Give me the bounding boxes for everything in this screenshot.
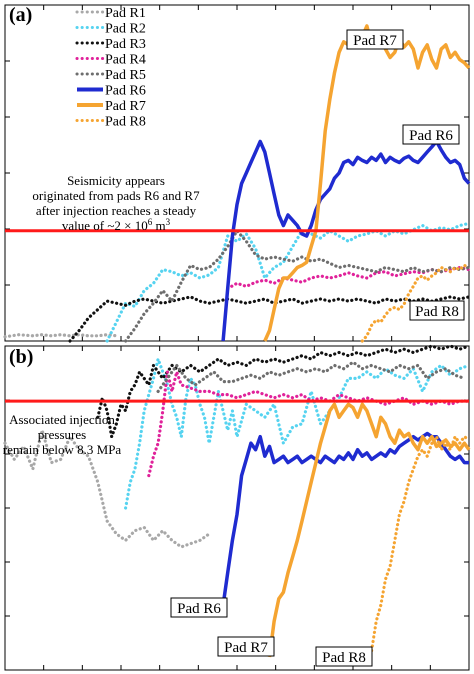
series-pad-r7 [263, 24, 471, 342]
panel-b: (b) Associated injection pressures remai… [3, 344, 471, 671]
panel-a-series [3, 24, 471, 343]
annotation-a-line-3: after injection reaches a steady [36, 203, 197, 218]
series-pad-r2 [123, 357, 471, 510]
legend-item: Pad R4 [75, 53, 146, 68]
series-pad-r1 [3, 333, 119, 339]
legend-label: Pad R4 [105, 53, 146, 68]
legend-item: Pad R1 [75, 6, 146, 21]
panel-a-ticks [5, 5, 469, 341]
callout-a-pad-r6: Pad R6 [402, 124, 460, 145]
series-pad-r8 [370, 435, 471, 653]
callout-b-pad-r6: Pad R6 [170, 597, 228, 618]
svg-text:Pad R7: Pad R7 [353, 33, 397, 49]
annotation-a-line-2: originated from pads R6 and R7 [32, 188, 200, 203]
series-pad-r5 [123, 229, 471, 343]
legend-item: Pad R2 [75, 22, 146, 37]
series-pad-r3 [96, 344, 471, 439]
series-pad-r2 [105, 221, 471, 343]
annotation-b: Associated injection pressures remain be… [3, 412, 122, 457]
series-pad-r5 [156, 360, 466, 393]
series-pad-r1 [3, 428, 211, 549]
series-pad-r6 [221, 431, 469, 606]
panel-a-letter: (a) [9, 4, 32, 26]
callout-b-pad-r7: Pad R7 [217, 636, 275, 657]
svg-text:Pad R6: Pad R6 [177, 601, 221, 617]
callout-a-pad-r8: Pad R8 [409, 300, 465, 321]
legend-item: Pad R7 [77, 99, 146, 114]
annotation-a: Seismicity appears originated from pads … [32, 173, 200, 233]
annotation-a-line-1: Seismicity appears [67, 173, 165, 188]
callout-b-pad-r8: Pad R8 [315, 646, 373, 667]
legend-item: Pad R5 [75, 68, 146, 83]
legend-label: Pad R5 [105, 68, 146, 83]
legend-label: Pad R6 [105, 84, 146, 99]
legend-item: Pad R6 [77, 84, 146, 99]
annotation-a-line-4: value of ~2 × 106 m3 [62, 217, 171, 233]
svg-text:Pad R8: Pad R8 [415, 304, 459, 320]
legend-item: Pad R3 [75, 37, 146, 52]
annotation-b-line-2: pressures [38, 427, 86, 442]
annotation-b-line-1: Associated injection [9, 412, 115, 427]
annotation-b-line-3: remain below 8.3 MPa [3, 442, 122, 457]
svg-text:Pad R6: Pad R6 [409, 128, 453, 144]
legend-item: Pad R8 [75, 115, 146, 130]
series-pad-r7 [267, 402, 471, 658]
series-pad-r6 [221, 139, 471, 342]
svg-text:Pad R7: Pad R7 [224, 640, 268, 656]
panel-b-series [3, 344, 471, 658]
series-pad-r8 [360, 263, 471, 343]
legend-label: Pad R2 [105, 22, 146, 37]
panel-b-letter: (b) [9, 346, 33, 368]
callout-a-pad-r7: Pad R7 [346, 29, 404, 50]
legend-label: Pad R8 [105, 115, 146, 130]
svg-text:Pad R8: Pad R8 [322, 650, 366, 666]
legend-label: Pad R3 [105, 37, 146, 52]
legend-label: Pad R1 [105, 6, 146, 21]
legend-label: Pad R7 [105, 99, 146, 114]
